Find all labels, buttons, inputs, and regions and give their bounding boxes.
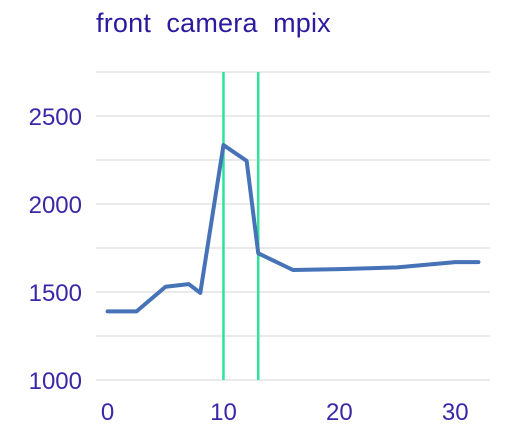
series-line-layer [105,143,481,314]
y-tick-label: 2000 [29,192,82,219]
x-tick-label: 20 [326,399,353,426]
x-tick-label: 30 [442,399,469,426]
y-tick-label: 2500 [29,104,82,131]
y-tick-label: 1000 [29,368,82,395]
x-tick-labels: 0 10 20 30 [101,399,469,426]
grid-lines [96,71,490,381]
x-tick-label: 0 [101,399,114,426]
series-line [105,143,481,314]
chart-title: front camera mpix [96,8,331,38]
y-tick-label: 1500 [29,280,82,307]
x-tick-label: 10 [210,399,237,426]
vertical-markers [222,72,260,380]
y-tick-labels: 1000 1500 2000 2500 [29,104,82,395]
